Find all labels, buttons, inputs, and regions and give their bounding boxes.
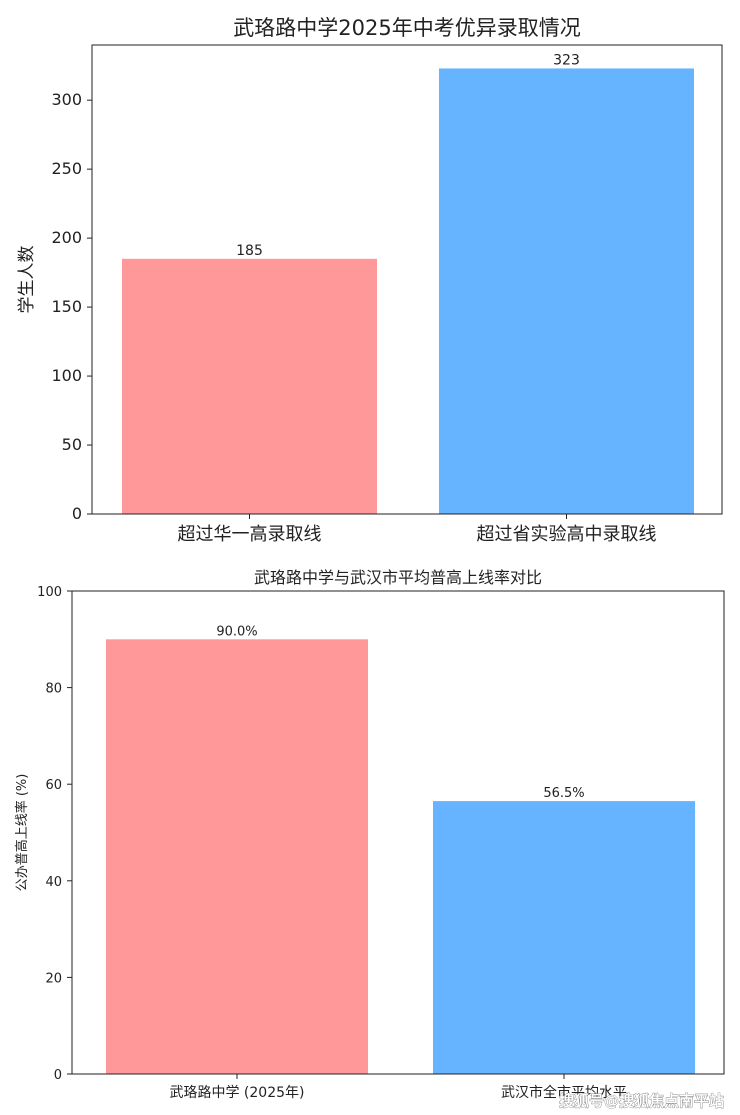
- data-label: 90.0%: [216, 624, 257, 639]
- y-tick-label: 50: [62, 435, 82, 454]
- y-tick-label: 150: [51, 297, 82, 316]
- watermark: 搜狐号@搜狐焦点南平站: [559, 1092, 724, 1110]
- y-tick-label: 100: [51, 366, 82, 385]
- x-tick-label: 武汉市全市平均水平: [501, 1084, 627, 1101]
- y-tick-label: 20: [45, 971, 62, 986]
- chart-title: 武珞路中学与武汉市平均普高上线率对比: [254, 568, 542, 587]
- y-tick-label: 250: [51, 159, 82, 178]
- x-tick-label: 超过华一高录取线: [178, 524, 322, 545]
- x-tick-label: 超过省实验高中录取线: [477, 524, 657, 545]
- y-tick-label: 0: [72, 504, 82, 523]
- y-tick-label: 40: [45, 875, 62, 890]
- plot-frame: [71, 590, 725, 1075]
- y-axis-label: 公办普高上线率 (%): [14, 774, 30, 892]
- chart-title: 武珞路中学2025年中考优异录取情况: [233, 16, 580, 40]
- bar: [106, 639, 368, 1074]
- y-tick-label: 0: [54, 1068, 62, 1083]
- bar: [439, 68, 694, 514]
- y-tick-label: 80: [45, 682, 62, 697]
- bar: [122, 258, 377, 514]
- y-tick-label: 300: [51, 90, 82, 109]
- y-axis-label: 学生人数: [17, 246, 37, 314]
- y-tick-label: 200: [51, 228, 82, 247]
- bar: [433, 801, 695, 1074]
- data-label: 56.5%: [543, 786, 584, 801]
- x-tick-label: 武珞路中学 (2025年): [169, 1085, 304, 1101]
- chart-2: 武珞路中学与武汉市平均普高上线率对比 90.0% 武珞路中学 (2025年) 56.5…: [14, 568, 725, 1101]
- chart-1: 武珞路中学2025年中考优异录取情况 185 超过华一高录取线 323 超过省实验高中录…: [17, 16, 723, 545]
- plot-frame: [91, 44, 723, 515]
- y-tick-label: 60: [45, 778, 62, 793]
- y-tick-label: 100: [37, 585, 62, 600]
- data-label: 185: [236, 243, 263, 259]
- data-label: 323: [553, 52, 580, 68]
